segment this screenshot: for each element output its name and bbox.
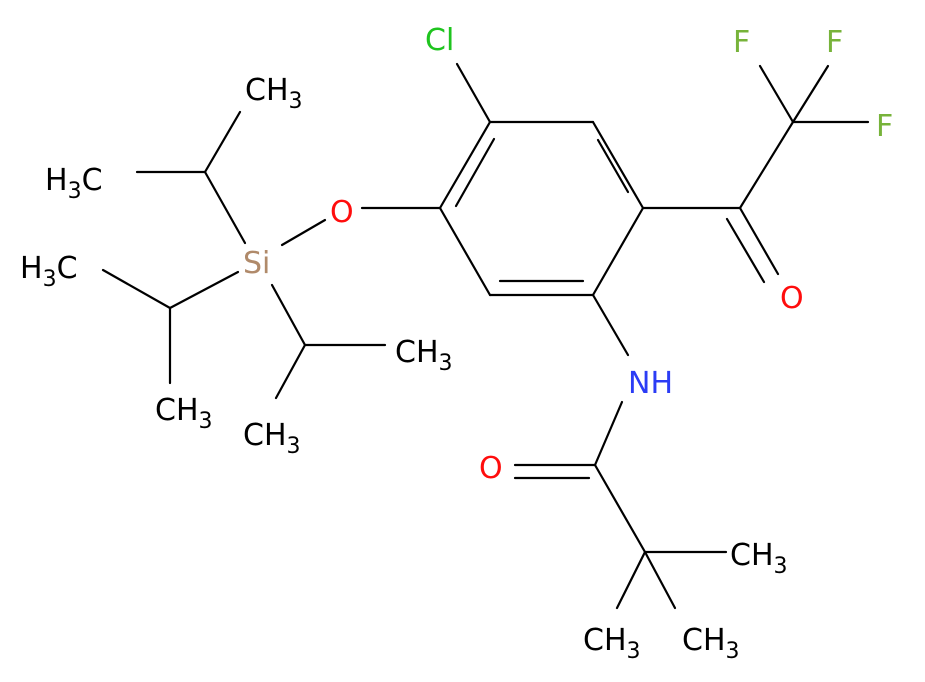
- atom-text: Cl: [425, 23, 454, 58]
- atom-subscript: 3: [774, 554, 788, 579]
- atom-text: F: [826, 25, 843, 60]
- atom-subscript: 3: [289, 89, 303, 114]
- atom-text: CH: [155, 393, 199, 428]
- atom-label: F: [826, 25, 843, 60]
- atom-label: O: [780, 281, 804, 316]
- atom-subscript: 3: [199, 409, 213, 434]
- atom-text: NH: [628, 366, 673, 401]
- atom-text: O: [330, 195, 354, 230]
- atom-label: F: [876, 109, 893, 144]
- atom-text: CH: [730, 538, 774, 573]
- atom-text: CH: [245, 73, 289, 108]
- atom-label: Si: [243, 246, 270, 281]
- atom-text: C: [82, 163, 103, 198]
- atom-label: H3C: [45, 163, 103, 204]
- atom-text: CH: [395, 335, 439, 370]
- atom-text: C: [57, 251, 78, 286]
- atom-label: F: [733, 25, 750, 60]
- atom-subscript: 3: [726, 639, 740, 664]
- atom-subscript: 3: [627, 639, 641, 664]
- atom-label: Cl: [425, 23, 454, 58]
- atom-label: CH3: [682, 623, 740, 664]
- atom-text: CH: [583, 623, 627, 658]
- atom-text: F: [876, 109, 893, 144]
- atom-label: O: [330, 195, 354, 230]
- bonds: [101, 62, 870, 610]
- atom-subscript: 3: [43, 267, 57, 292]
- atom-subscript: 3: [287, 434, 301, 459]
- atom-label: NH: [628, 366, 673, 401]
- atom-text: H: [45, 163, 68, 198]
- atom-text: CH: [682, 623, 726, 658]
- atom-label: CH3: [395, 335, 453, 376]
- atom-label: H3C: [20, 251, 78, 292]
- atom-label: CH3: [730, 538, 788, 579]
- atom-label: O: [479, 451, 503, 486]
- atom-label: CH3: [243, 418, 301, 459]
- atom-label: CH3: [245, 73, 303, 114]
- atom-text: Si: [243, 246, 270, 281]
- atom-text: O: [479, 451, 503, 486]
- atom-subscript: 3: [68, 179, 82, 204]
- atom-text: CH: [243, 418, 287, 453]
- atom-text: H: [20, 251, 43, 286]
- atom-text: F: [733, 25, 750, 60]
- atom-label: CH3: [155, 393, 213, 434]
- atom-subscript: 3: [439, 351, 453, 376]
- atom-label: CH3: [583, 623, 641, 664]
- atom-text: O: [780, 281, 804, 316]
